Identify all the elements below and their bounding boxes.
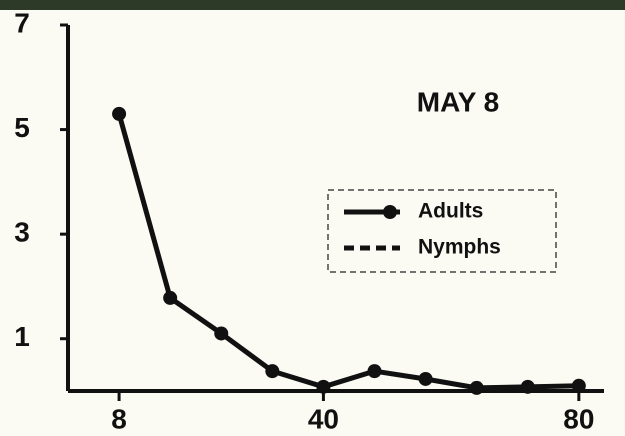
- point: [163, 290, 178, 305]
- y-tick-label: 5: [14, 112, 30, 143]
- photo-border: [0, 0, 625, 10]
- x-tick-label: 80: [563, 403, 594, 434]
- x-tick-label: 8: [111, 403, 127, 434]
- legend-box: [327, 189, 557, 273]
- y-tick-label: 1: [14, 321, 30, 352]
- point: [418, 371, 433, 386]
- point: [367, 364, 382, 379]
- point: [316, 379, 331, 394]
- legend-label: Adults: [418, 200, 483, 223]
- x-tick-label: 40: [308, 403, 339, 434]
- legend-marker: [383, 205, 397, 219]
- y-tick-label: 3: [14, 217, 30, 248]
- point: [520, 379, 535, 394]
- legend-label: Nymphs: [418, 236, 501, 259]
- point: [571, 378, 586, 393]
- point: [112, 106, 127, 121]
- point: [214, 326, 229, 341]
- point: [265, 364, 280, 379]
- series-line: [116, 113, 579, 391]
- y-tick-label: 7: [14, 7, 30, 38]
- annotation: MAY 8: [417, 86, 500, 117]
- point: [469, 380, 484, 395]
